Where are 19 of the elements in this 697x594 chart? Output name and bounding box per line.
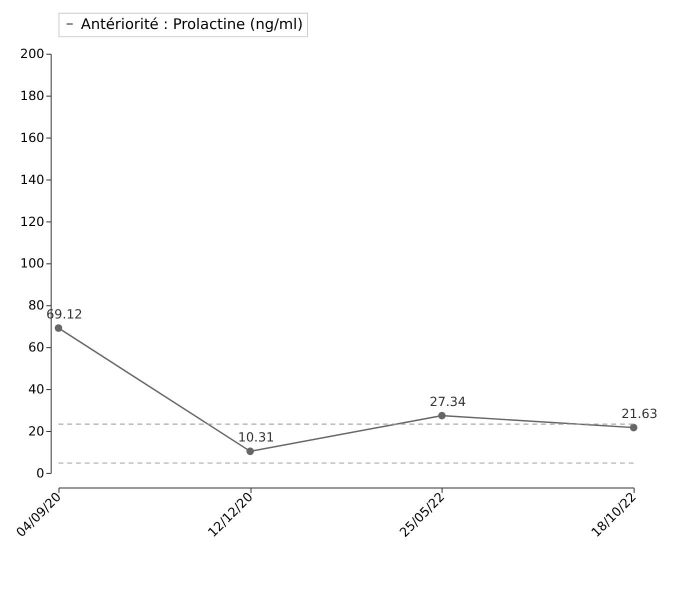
y-tick-label: 0: [36, 465, 44, 480]
y-tick-label: 160: [20, 130, 44, 145]
point: [246, 448, 254, 456]
y-tick-label: 40: [28, 381, 44, 396]
data-label: 27.34: [430, 394, 466, 409]
point: [54, 324, 62, 332]
data-label: 21.63: [621, 406, 658, 421]
y-tick-label: 80: [28, 298, 44, 313]
y-tick-label: 120: [20, 214, 44, 229]
y-tick-label: 140: [20, 172, 44, 187]
y-tick-label: 60: [28, 340, 44, 355]
y-tick-label: 20: [28, 423, 44, 438]
y-tick-label: 180: [20, 88, 44, 104]
point: [438, 412, 446, 420]
legend-label: Antériorité : Prolactine (ng/ml): [80, 16, 303, 33]
y-tick-label: 100: [20, 256, 44, 271]
y-tick-label: 200: [20, 46, 44, 62]
point: [630, 424, 638, 432]
data-label: 10.31: [238, 430, 274, 445]
